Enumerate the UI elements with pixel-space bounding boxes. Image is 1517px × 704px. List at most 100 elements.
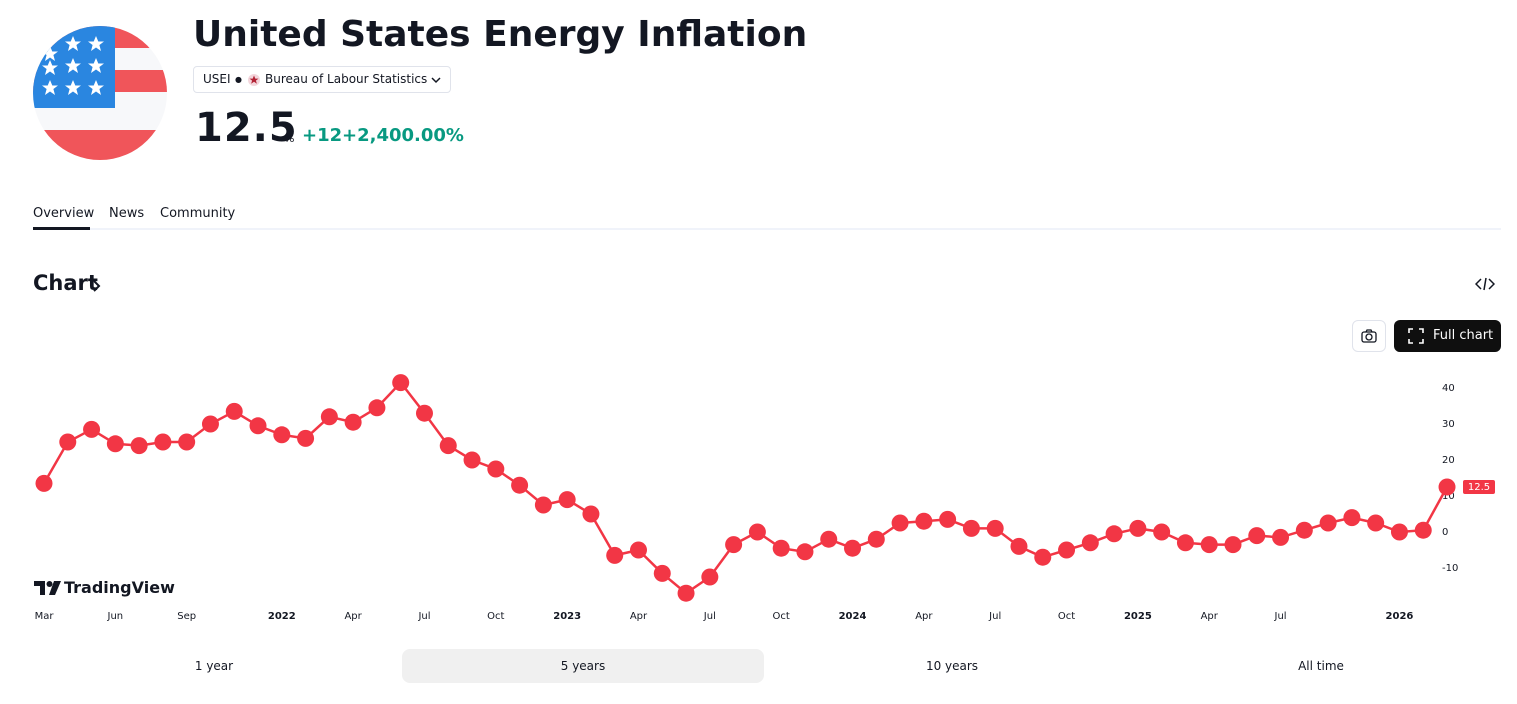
data-point bbox=[344, 413, 362, 431]
change: +12 bbox=[302, 125, 343, 146]
range-button[interactable]: 1 year bbox=[194, 659, 234, 673]
data-point bbox=[725, 536, 743, 554]
data-point bbox=[439, 437, 457, 455]
data-point bbox=[1343, 509, 1361, 527]
data-point bbox=[35, 474, 53, 492]
data-point bbox=[130, 437, 148, 455]
data-point bbox=[1248, 527, 1266, 545]
data-point bbox=[83, 420, 101, 438]
data-point bbox=[867, 530, 885, 548]
x-tick-label: Oct bbox=[773, 611, 790, 622]
last-value-badge bbox=[1463, 480, 1495, 494]
data-point bbox=[1414, 521, 1432, 539]
data-point bbox=[844, 539, 862, 557]
range-button[interactable]: 5 years bbox=[560, 659, 606, 673]
data-point bbox=[59, 433, 77, 451]
data-point bbox=[1319, 514, 1337, 532]
x-tick-label: Jul bbox=[1274, 611, 1287, 622]
data-point bbox=[106, 435, 124, 453]
data-point bbox=[1081, 534, 1099, 552]
tab-underline bbox=[33, 227, 90, 230]
data-point bbox=[653, 564, 671, 582]
x-tick-label: Apr bbox=[630, 611, 648, 622]
y-tick-label: -10 bbox=[1442, 563, 1458, 574]
data-point bbox=[1200, 536, 1218, 554]
symbol-dropdown[interactable]: USEI ● Bureau of Labour Statistics bbox=[193, 66, 451, 93]
data-point bbox=[225, 402, 243, 420]
section-title[interactable]: Chart bbox=[33, 271, 98, 295]
snapshot-button[interactable] bbox=[1352, 320, 1386, 352]
camera-icon bbox=[1361, 329, 1377, 343]
data-point bbox=[986, 519, 1004, 537]
y-tick-label: 30 bbox=[1442, 419, 1455, 430]
data-point bbox=[1176, 534, 1194, 552]
x-tick-label: Jul bbox=[703, 611, 716, 622]
data-point bbox=[320, 408, 338, 426]
data-point bbox=[630, 541, 647, 559]
x-tick-label: Jul bbox=[988, 611, 1001, 622]
x-tick-label: Oct bbox=[1058, 611, 1075, 622]
x-tick-label: Apr bbox=[915, 611, 933, 622]
data-point bbox=[915, 512, 933, 530]
source: Bureau of Labour Statistics bbox=[265, 72, 428, 86]
tab[interactable]: Community bbox=[160, 206, 236, 221]
data-point bbox=[1058, 541, 1076, 559]
tab[interactable]: News bbox=[109, 206, 145, 221]
page-title: United States Energy Inflation bbox=[193, 14, 808, 55]
data-point bbox=[748, 523, 766, 541]
range-button[interactable]: 10 years bbox=[925, 659, 979, 673]
value-unit: % bbox=[284, 132, 295, 145]
data-point bbox=[1367, 514, 1385, 532]
data-point bbox=[1295, 521, 1313, 539]
range-selected-bg bbox=[402, 649, 764, 683]
data-point bbox=[701, 568, 719, 586]
chevron bbox=[431, 77, 441, 84]
data-point bbox=[939, 510, 957, 528]
data-point bbox=[558, 491, 576, 509]
data-point bbox=[201, 415, 219, 433]
x-tick-label: 2026 bbox=[1386, 611, 1414, 622]
data-point bbox=[772, 539, 790, 557]
data-point bbox=[487, 460, 505, 478]
data-point bbox=[1390, 523, 1408, 541]
x-tick-label: Jun bbox=[107, 611, 124, 622]
source-icon bbox=[248, 74, 260, 86]
full-chart-button[interactable]: Full chart bbox=[1394, 320, 1501, 352]
x-tick-label: 2023 bbox=[553, 611, 581, 622]
x-tick-label: Sep bbox=[177, 611, 196, 622]
embed-button[interactable] bbox=[1475, 276, 1495, 292]
tab-divider bbox=[33, 228, 1501, 230]
brand-logo bbox=[34, 581, 61, 595]
data-point bbox=[962, 519, 980, 537]
tab[interactable]: Overview bbox=[33, 206, 95, 221]
data-point bbox=[606, 546, 624, 564]
data-point bbox=[249, 417, 267, 435]
x-tick-label: 2025 bbox=[1124, 611, 1152, 622]
data-point bbox=[677, 584, 695, 602]
data-point bbox=[1438, 478, 1456, 496]
data-point bbox=[368, 399, 386, 417]
data-point bbox=[178, 433, 196, 451]
data-point bbox=[511, 476, 529, 494]
data-point bbox=[534, 496, 552, 514]
data-point bbox=[273, 426, 291, 444]
data-point bbox=[891, 514, 909, 532]
x-tick-label: Oct bbox=[487, 611, 504, 622]
section-arrow bbox=[93, 280, 101, 292]
x-tick-label: Mar bbox=[35, 611, 55, 622]
symbol: USEI bbox=[203, 72, 231, 86]
data-point bbox=[1034, 548, 1052, 566]
change-percent: +2,400.00% bbox=[342, 125, 464, 146]
y-tick-label: 10 bbox=[1442, 491, 1455, 502]
button-label: Full chart bbox=[1433, 328, 1494, 343]
data-point bbox=[1129, 519, 1147, 537]
y-tick-label: 20 bbox=[1442, 455, 1455, 466]
x-tick-label: Jul bbox=[417, 611, 430, 622]
range-button[interactable]: All time bbox=[1298, 659, 1344, 673]
data-line bbox=[42, 380, 1449, 595]
current-value: 12.5 bbox=[195, 105, 298, 151]
x-tick-label: Apr bbox=[344, 611, 362, 622]
data-point bbox=[154, 433, 172, 451]
